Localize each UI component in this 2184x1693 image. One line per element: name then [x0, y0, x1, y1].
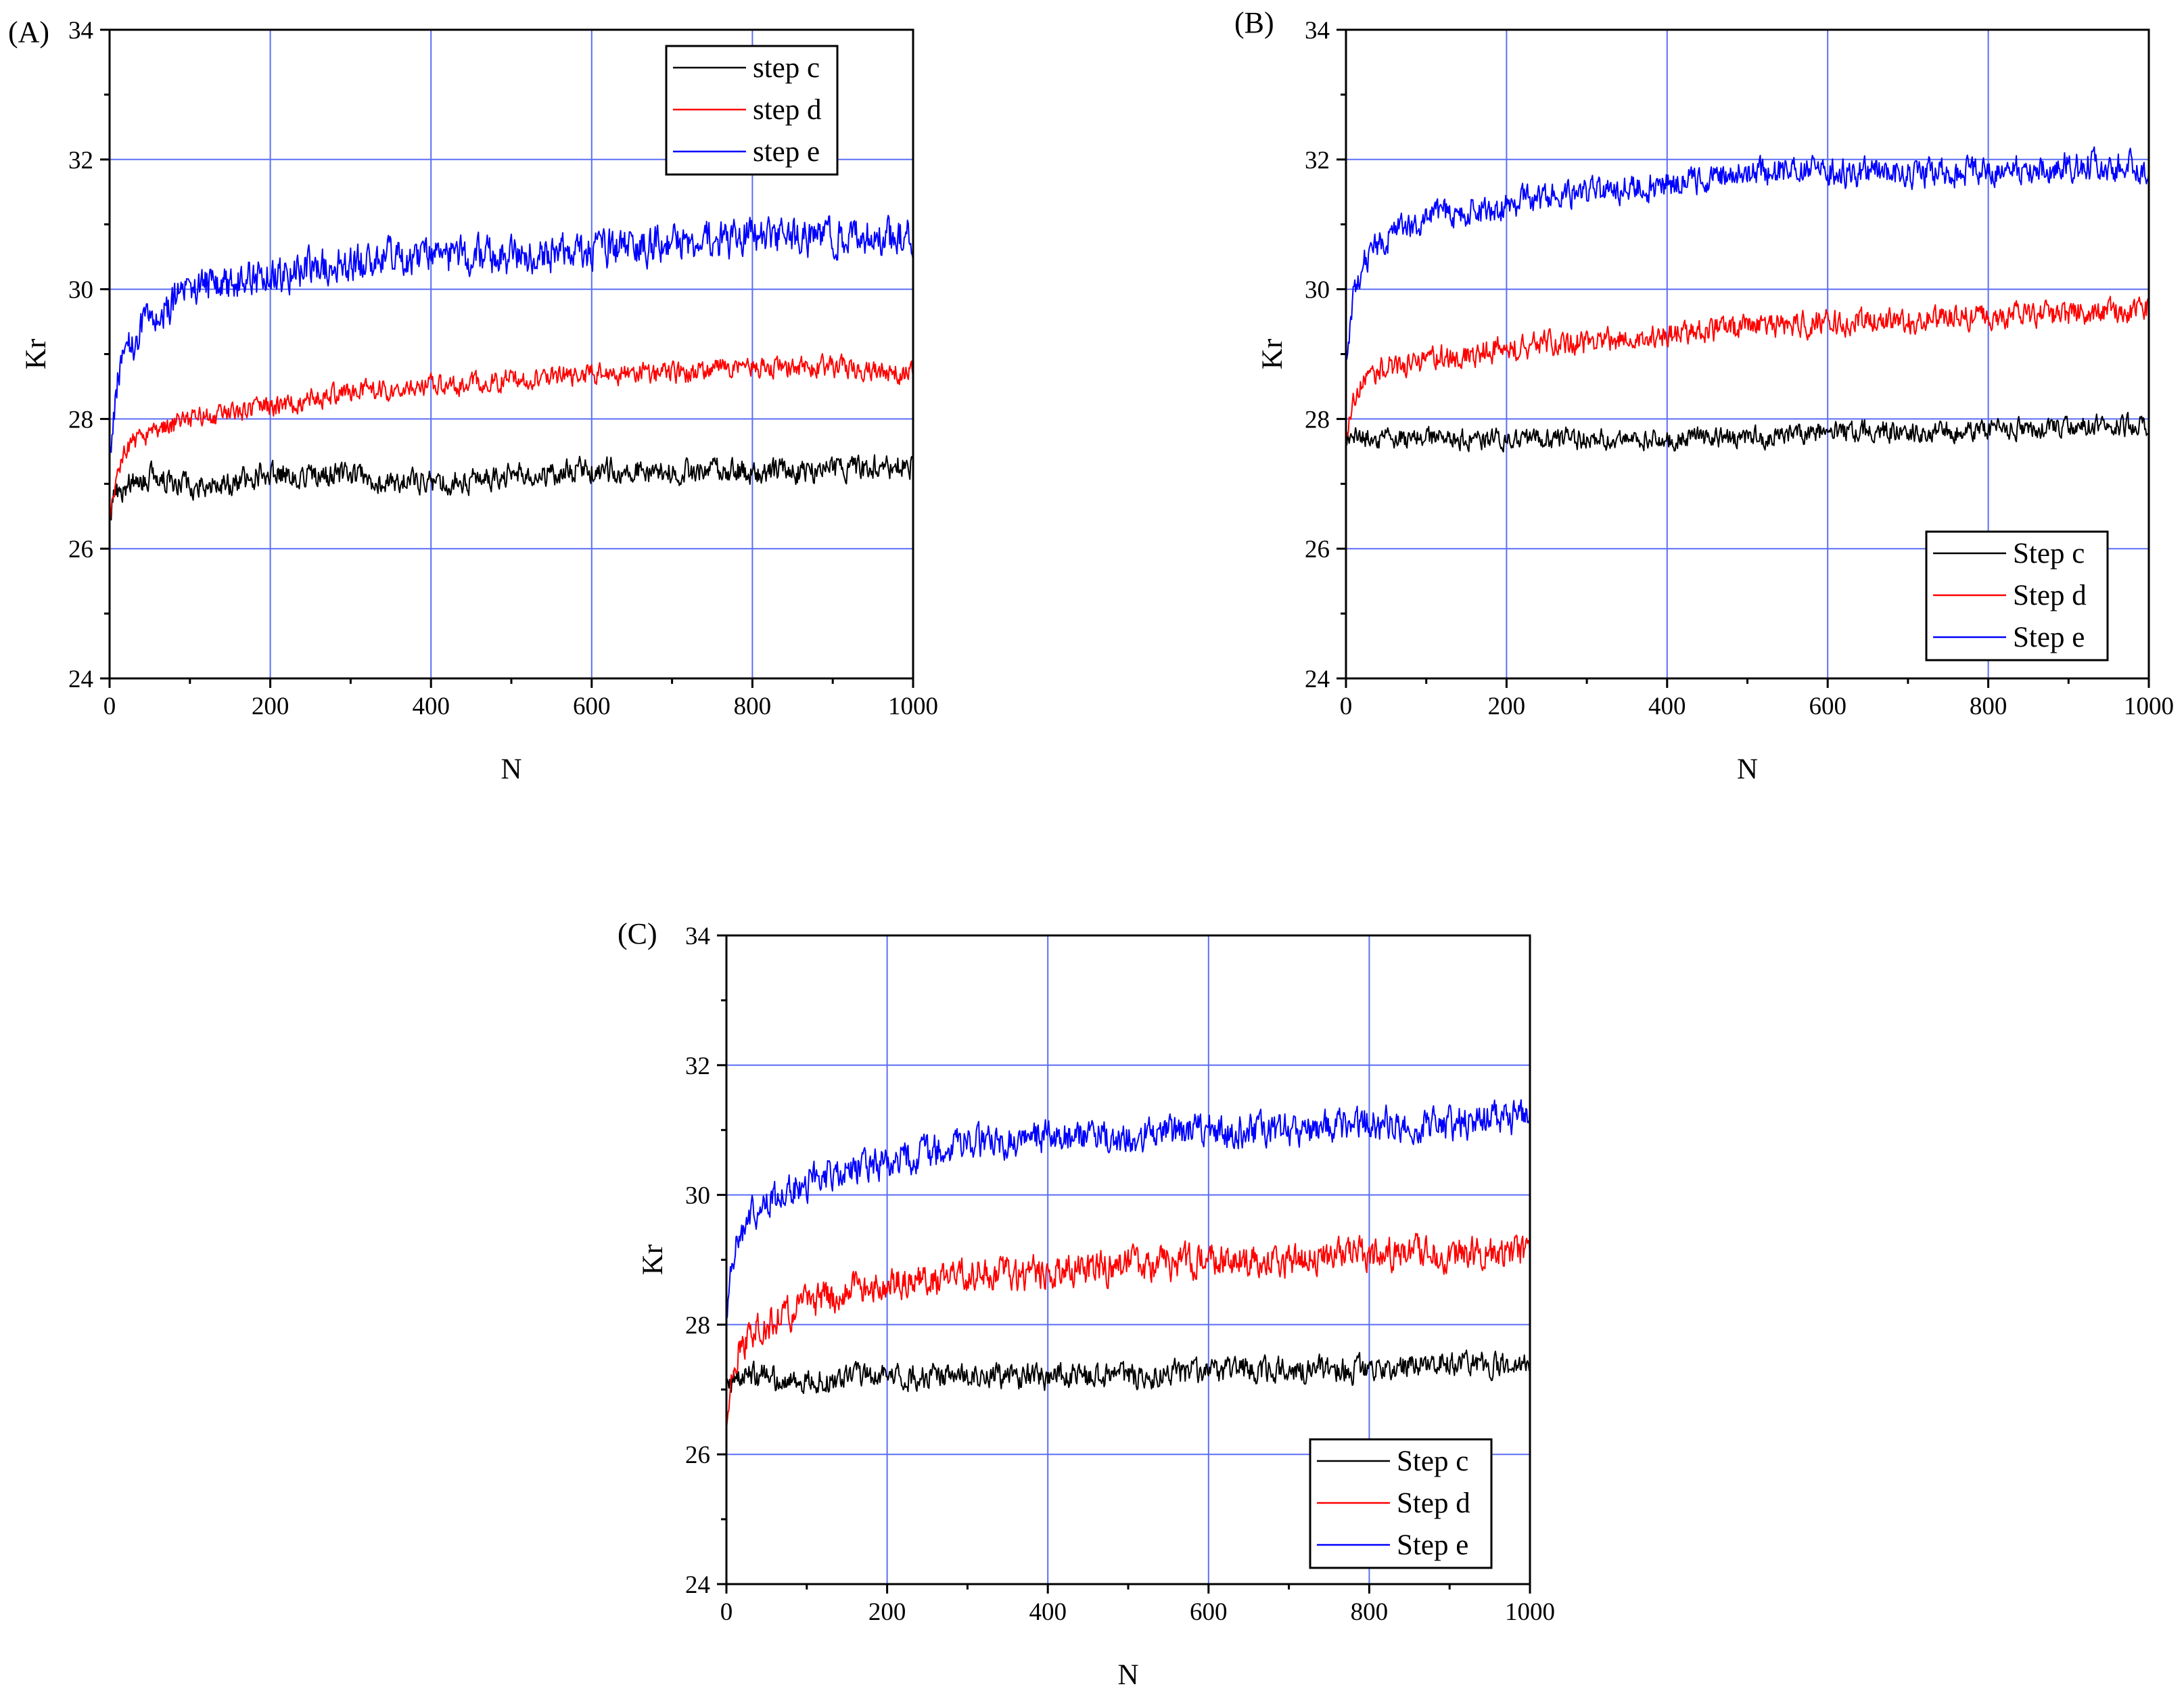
x-axis-title: N	[1737, 753, 1758, 785]
y-tick-label: 32	[1305, 147, 1330, 175]
y-axis-title: Kr	[20, 339, 52, 369]
y-tick-label: 34	[68, 17, 93, 45]
y-tick-label: 26	[1305, 536, 1330, 563]
series-line-step-c	[109, 454, 914, 521]
series-line-step-e	[109, 214, 914, 459]
y-tick-label: 32	[685, 1052, 710, 1080]
y-tick-label: 26	[685, 1441, 710, 1469]
x-tick-label: 800	[734, 693, 772, 720]
panel-label: (B)	[1234, 6, 1274, 39]
y-tick-label: 30	[1305, 277, 1330, 304]
legend: step c step d step e	[665, 45, 839, 176]
series-line-step-e	[726, 1099, 1531, 1318]
y-tick-label: 28	[685, 1312, 710, 1339]
x-tick-label: 800	[1970, 693, 2007, 720]
chart-panel-0: 0 200 400 600 800 1000 24 26 28 30 32 34 N Kr (A) step …	[8, 16, 938, 785]
x-tick-label: 400	[412, 693, 450, 720]
legend-label: Step e	[1397, 1529, 1468, 1561]
x-tick-label: 0	[103, 693, 116, 720]
x-tick-label: 600	[573, 693, 611, 720]
legend-label: step d	[753, 94, 822, 126]
legend-label: Step c	[2013, 538, 2085, 570]
series-line-step-c	[726, 1349, 1531, 1394]
series-line-step-e	[1345, 146, 2150, 361]
y-tick-label: 24	[68, 666, 93, 693]
panel-label: (A)	[8, 16, 49, 49]
x-tick-label: 1000	[1505, 1598, 1555, 1626]
y-tick-label: 28	[1305, 406, 1330, 434]
y-tick-label: 28	[68, 406, 93, 434]
x-tick-label: 600	[1190, 1598, 1228, 1626]
series-line-step-d	[1345, 296, 2150, 443]
chart-panel-1: 0 200 400 600 800 1000 24 26 28 30 32 34 N Kr (B) Step …	[1234, 6, 2174, 785]
x-tick-label: 200	[868, 1598, 906, 1626]
x-tick-label: 400	[1029, 1598, 1067, 1626]
legend-label: step e	[753, 136, 820, 168]
y-tick-label: 26	[68, 536, 93, 563]
y-axis-title: Kr	[637, 1245, 669, 1275]
x-tick-label: 200	[252, 693, 289, 720]
x-tick-label: 200	[1488, 693, 1526, 720]
x-tick-label: 1000	[2124, 693, 2174, 720]
legend-label: Step d	[2013, 580, 2087, 611]
y-tick-label: 34	[685, 923, 710, 950]
legend-label: Step e	[2013, 622, 2085, 653]
legend: Step c Step d Step e	[1925, 530, 2109, 662]
legend-label: Step c	[1397, 1445, 1468, 1477]
y-tick-label: 30	[68, 277, 93, 304]
legend: Step c Step d Step e	[1309, 1438, 1493, 1569]
x-tick-label: 0	[1340, 693, 1353, 720]
legend-label: Step d	[1397, 1487, 1470, 1519]
x-tick-label: 800	[1351, 1598, 1389, 1626]
series-line-step-d	[726, 1232, 1531, 1429]
x-tick-label: 0	[720, 1598, 733, 1626]
y-tick-label: 34	[1305, 17, 1330, 45]
panel-label: (C)	[618, 917, 657, 950]
x-axis-title: N	[1117, 1659, 1138, 1691]
y-tick-label: 30	[685, 1182, 710, 1210]
legend-label: step c	[753, 52, 820, 84]
x-axis-title: N	[501, 753, 521, 785]
chart-panel-2: 0 200 400 600 800 1000 24 26 28 30 32 34 N Kr (C) Step …	[618, 917, 1555, 1691]
x-tick-label: 400	[1648, 693, 1686, 720]
x-tick-label: 600	[1809, 693, 1846, 720]
x-tick-label: 1000	[888, 693, 938, 720]
y-tick-label: 32	[68, 147, 93, 175]
series-line-step-c	[1345, 411, 2150, 453]
y-tick-label: 24	[685, 1571, 710, 1599]
y-axis-title: Kr	[1257, 339, 1288, 369]
y-tick-label: 24	[1305, 666, 1330, 693]
series-line-step-d	[109, 353, 914, 525]
